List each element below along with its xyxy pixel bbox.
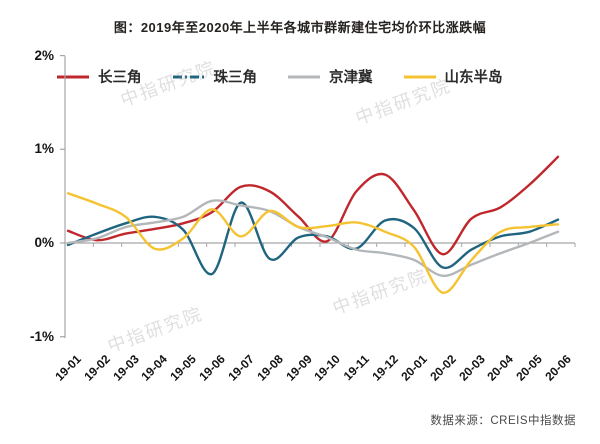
legend-label-3: 山东半岛 xyxy=(444,70,503,86)
legend-marker-line-3 xyxy=(403,75,436,78)
series-line-2 xyxy=(66,199,560,278)
legend-label-2: 京津冀 xyxy=(329,70,373,86)
legend: 长三角 珠三角 京津冀 山东半岛 xyxy=(56,66,503,87)
y-axis-label: 2% xyxy=(34,47,54,63)
legend-item-3: 山东半岛 xyxy=(403,66,503,87)
legend-marker-line-1 xyxy=(172,75,205,78)
legend-item-1: 珠三角 xyxy=(172,66,258,87)
series-line-1 xyxy=(66,201,560,276)
series-line-0 xyxy=(66,155,560,256)
legend-item-0: 长三角 xyxy=(56,66,142,87)
series-line-3 xyxy=(66,192,560,294)
chart-title: 图：2019年至2020年上半年各城市群新建住宅均价环比涨跌幅 xyxy=(113,20,487,35)
y-axis-label: 1% xyxy=(34,141,54,157)
y-axis-label: -1% xyxy=(29,328,54,344)
legend-marker-line-0 xyxy=(57,75,89,78)
legend-item-2: 京津冀 xyxy=(287,66,373,87)
legend-label-0: 长三角 xyxy=(98,70,142,86)
legend-marker-line-2 xyxy=(288,75,320,78)
y-axis-label: 0% xyxy=(34,235,54,250)
legend-label-1: 珠三角 xyxy=(213,70,258,86)
data-source: 数据来源：CREIS中指数据 xyxy=(430,415,576,427)
